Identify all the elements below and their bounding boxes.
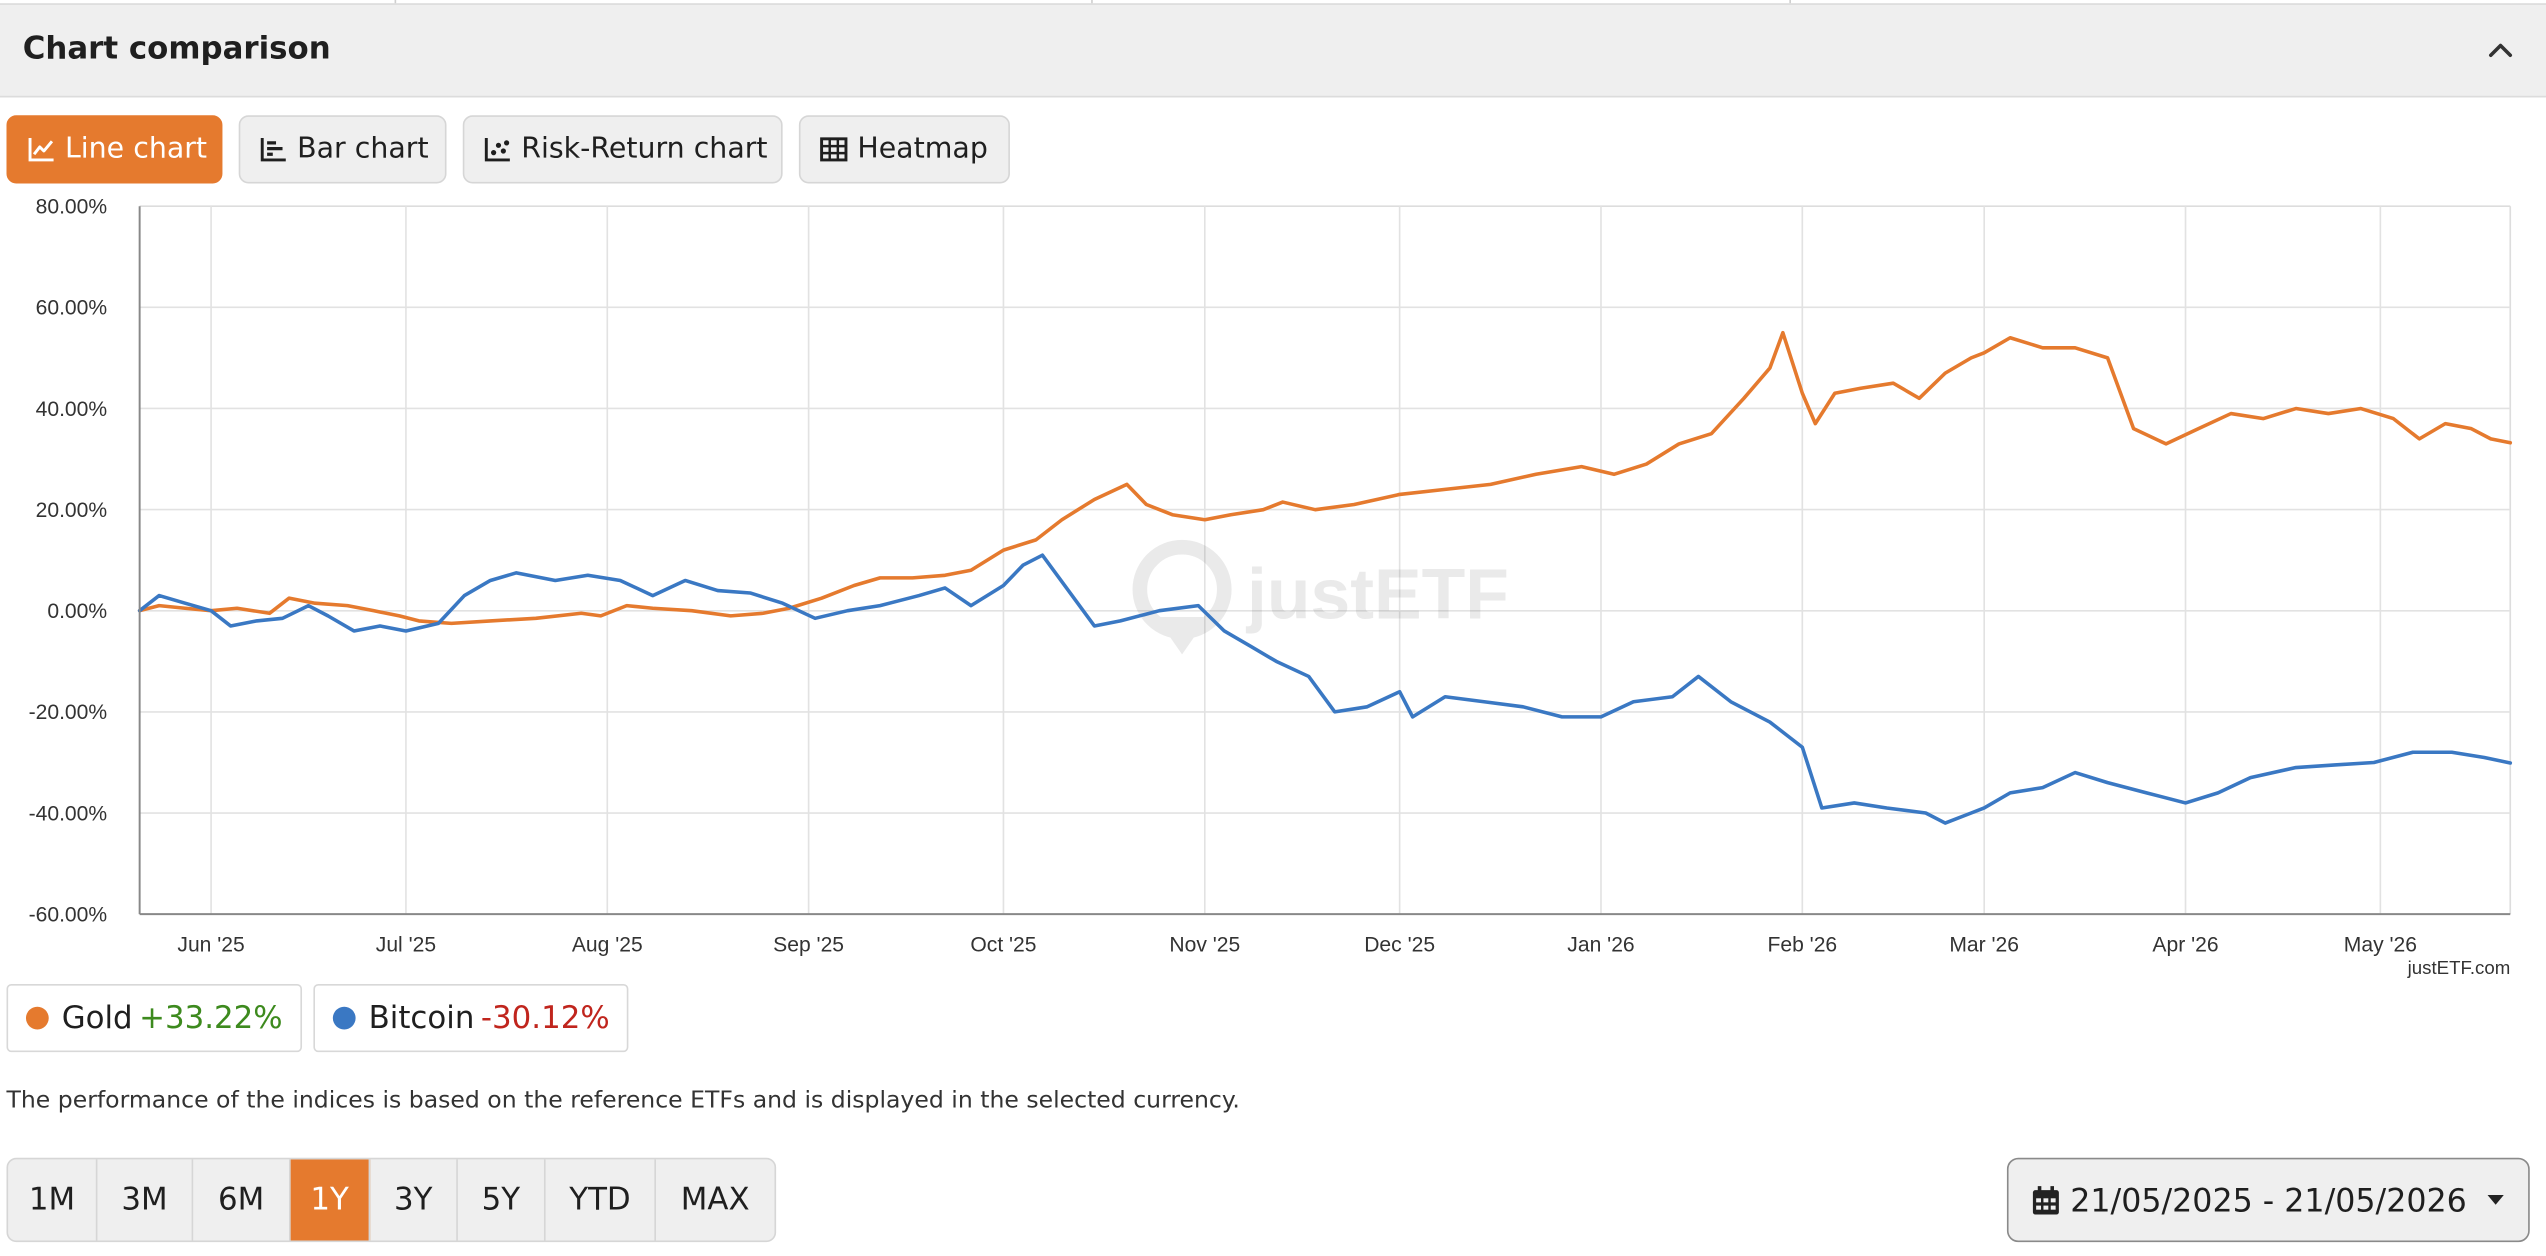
x-tick-label: Mar '26 [1949, 933, 2019, 956]
x-tick-label: Jul '25 [376, 933, 436, 956]
top-divider [1091, 0, 1093, 5]
tab-label: Bar chart [297, 133, 429, 166]
x-tick-label: Dec '25 [1364, 933, 1435, 956]
gold-dot [25, 1006, 49, 1030]
period-selector: 1M 3M 6M 1Y 3Y 5Y YTD MAX [6, 1157, 777, 1243]
tab-risk-return-chart[interactable]: Risk-Return chart [462, 115, 783, 184]
performance-note: The performance of the indices is based … [6, 1087, 1240, 1114]
legend-label: Gold [61, 1000, 133, 1036]
legend-label: Bitcoin [368, 1000, 475, 1036]
line-chart-icon [28, 138, 54, 162]
table-icon [820, 137, 848, 162]
watermark-text: justETF [1245, 555, 1509, 635]
y-tick-label: 40.00% [36, 398, 108, 421]
bitcoin-dot [332, 1006, 356, 1030]
tab-heatmap[interactable]: Heatmap [798, 115, 1010, 184]
y-tick-label: 20.00% [36, 499, 108, 522]
tab-bar-chart[interactable]: Bar chart [238, 115, 447, 184]
tab-label: Risk-Return chart [521, 133, 768, 166]
x-tick-label: Feb '26 [1767, 933, 1837, 956]
chevron-up-icon[interactable] [2484, 34, 2516, 66]
date-range-label: 21/05/2025 - 21/05/2026 [2070, 1181, 2467, 1219]
axes: 80.00% 60.00% 40.00% 20.00% 0.00% -20.00% -40.… [29, 196, 2511, 956]
scatter-chart-icon [484, 138, 510, 162]
panel-header[interactable]: Chart comparison [0, 3, 2546, 98]
x-tick-label: May '26 [2344, 933, 2417, 956]
watermark: justETF [1132, 539, 1509, 655]
legend-item-bitcoin[interactable]: Bitcoin -30.12% [313, 983, 630, 1053]
panel-title: Chart comparison [22, 30, 331, 67]
period-button-1m[interactable]: 1M [8, 1159, 98, 1241]
period-button-3y[interactable]: 3Y [370, 1159, 458, 1241]
caret-down-icon [2487, 1195, 2505, 1205]
x-tick-label: Oct '25 [970, 933, 1036, 956]
y-tick-label: -60.00% [29, 903, 108, 926]
series-line-gold [137, 330, 2513, 626]
period-button-3m[interactable]: 3M [97, 1159, 194, 1241]
period-button-max[interactable]: MAX [680, 1182, 750, 1218]
legend-change: -30.12% [480, 1000, 610, 1036]
tab-line-chart[interactable]: Line chart [6, 115, 223, 184]
top-divider [1789, 0, 1791, 5]
series-line-bitcoin [137, 553, 2513, 825]
y-tick-label: 80.00% [36, 196, 108, 219]
credit-label: justETF.com [2407, 957, 2511, 978]
x-tick-label: Jun '25 [177, 933, 244, 956]
calendar-icon [2032, 1185, 2059, 1214]
period-button-1y[interactable]: 1Y [290, 1159, 371, 1241]
legend-change: +33.22% [139, 1000, 283, 1036]
y-tick-label: 0.00% [47, 600, 107, 623]
series-layer [137, 330, 2513, 825]
bar-chart-icon [260, 138, 286, 162]
x-tick-label: Jan '26 [1567, 933, 1634, 956]
period-button-5y[interactable]: 5Y [458, 1159, 546, 1241]
y-tick-label: -40.00% [29, 802, 108, 825]
tab-label: Heatmap [857, 133, 988, 166]
y-tick-label: 60.00% [36, 297, 108, 320]
x-tick-label: Aug '25 [572, 933, 643, 956]
period-button-ytd[interactable]: YTD [546, 1159, 656, 1241]
x-tick-label: Apr '26 [2152, 933, 2218, 956]
top-divider [394, 0, 397, 5]
legend-item-gold[interactable]: Gold +33.22% [6, 983, 303, 1053]
date-range-picker[interactable]: 21/05/2025 - 21/05/2026 [2006, 1157, 2530, 1243]
y-tick-label: -20.00% [29, 701, 108, 724]
x-tick-label: Nov '25 [1169, 933, 1240, 956]
line-chart[interactable]: justETF 80.00% 60.00% 40.00% 20.00% 0.00% -20… [0, 192, 2546, 981]
tab-label: Line chart [64, 133, 208, 166]
x-tick-label: Sep '25 [773, 933, 844, 956]
period-button-6m[interactable]: 6M [193, 1159, 291, 1241]
